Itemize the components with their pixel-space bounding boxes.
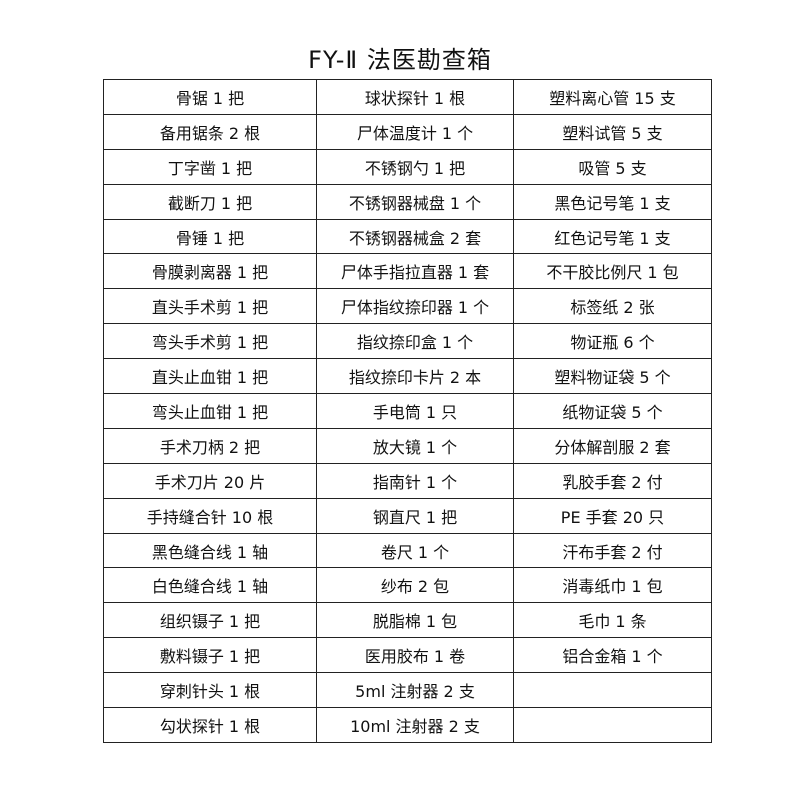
table-row: 直头手术剪 1 把尸体指纹捺印器 1 个标签纸 2 张 — [103, 288, 712, 325]
table-cell: 10ml 注射器 2 支 — [316, 707, 514, 743]
table-cell: 直头手术剪 1 把 — [103, 288, 317, 325]
table-row: 手持缝合针 10 根钢直尺 1 把 PE 手套 20 只 — [103, 497, 712, 534]
table-cell: 穿刺针头 1 根 — [103, 672, 317, 709]
table-cell: 丁字凿 1 把 — [103, 148, 317, 185]
table-cell: 医用胶布 1 卷 — [316, 637, 514, 674]
table-cell: 塑料物证袋 5 个 — [513, 358, 712, 395]
table-cell: 球状探针 1 根 — [316, 79, 514, 115]
table-cell: 不锈钢器械盒 2 套 — [316, 218, 514, 255]
table-cell: 手持缝合针 10 根 — [103, 497, 317, 534]
table-cell: 塑料离心管 15 支 — [513, 79, 712, 115]
table-cell: 脱脂棉 1 包 — [316, 602, 514, 639]
table-row: 手术刀片 20 片指南针 1 个乳胶手套 2 付 — [103, 462, 712, 499]
table-row: 手术刀柄 2 把放大镜 1 个分体解剖服 2 套 — [103, 427, 712, 464]
table-cell: 黑色记号笔 1 支 — [513, 183, 712, 220]
table-cell: 指纹捺印卡片 2 本 — [316, 358, 514, 395]
table-cell: 钢直尺 1 把 — [316, 497, 514, 534]
table-cell: 截断刀 1 把 — [103, 183, 317, 220]
table-row: 敷料镊子 1 把医用胶布 1 卷铝合金箱 1 个 — [103, 637, 712, 674]
table-cell: 白色缝合线 1 轴 — [103, 567, 317, 604]
equipment-list-table: 骨锯 1 把球状探针 1 根塑料离心管 15 支备用锯条 2 根尸体温度计 1 … — [103, 79, 712, 743]
table-cell: 乳胶手套 2 付 — [513, 462, 712, 499]
table-cell: 尸体指纹捺印器 1 个 — [316, 288, 514, 325]
table-cell: 骨锤 1 把 — [103, 218, 317, 255]
table-row: 骨锤 1 把不锈钢器械盒 2 套红色记号笔 1 支 — [103, 218, 712, 255]
table-cell: 消毒纸巾 1 包 — [513, 567, 712, 604]
table-cell: 纸物证袋 5 个 — [513, 393, 712, 429]
table-cell: 塑料试管 5 支 — [513, 113, 712, 150]
table-cell: 5ml 注射器 2 支 — [316, 672, 514, 709]
table-cell — [513, 707, 712, 743]
table-cell: 手术刀柄 2 把 — [103, 427, 317, 464]
table-cell: 红色记号笔 1 支 — [513, 218, 712, 255]
table-row: 骨膜剥离器 1 把尸体手指拉直器 1 套不干胶比例尺 1 包 — [103, 253, 712, 290]
table-row: 组织镊子 1 把脱脂棉 1 包毛巾 1 条 — [103, 602, 712, 639]
table-row: 弯头止血钳 1 把手电筒 1 只纸物证袋 5 个 — [103, 393, 712, 429]
table-row: 备用锯条 2 根尸体温度计 1 个塑料试管 5 支 — [103, 113, 712, 150]
table-cell: 备用锯条 2 根 — [103, 113, 317, 150]
table-cell: 放大镜 1 个 — [316, 427, 514, 464]
document-title: FY-Ⅱ 法医勘查箱 — [308, 46, 492, 74]
table-row: 黑色缝合线 1 轴卷尺 1 个汗布手套 2 付 — [103, 532, 712, 569]
table-row: 穿刺针头 1 根 5ml 注射器 2 支 — [103, 672, 712, 709]
table-cell: 汗布手套 2 付 — [513, 532, 712, 569]
table-cell — [513, 672, 712, 709]
table-row: 直头止血钳 1 把指纹捺印卡片 2 本塑料物证袋 5 个 — [103, 358, 712, 395]
table-cell: 纱布 2 包 — [316, 567, 514, 604]
table-cell: 尸体温度计 1 个 — [316, 113, 514, 150]
table-cell: 勾状探针 1 根 — [103, 707, 317, 743]
table-cell: 物证瓶 6 个 — [513, 323, 712, 360]
table-cell: 弯头止血钳 1 把 — [103, 393, 317, 429]
table-cell: 手术刀片 20 片 — [103, 462, 317, 499]
table-cell: 骨锯 1 把 — [103, 79, 317, 115]
table-cell: 尸体手指拉直器 1 套 — [316, 253, 514, 290]
table-cell: 铝合金箱 1 个 — [513, 637, 712, 674]
table-cell: 标签纸 2 张 — [513, 288, 712, 325]
table-cell: 手电筒 1 只 — [316, 393, 514, 429]
table-row: 骨锯 1 把球状探针 1 根塑料离心管 15 支 — [103, 79, 712, 115]
table-cell: 卷尺 1 个 — [316, 532, 514, 569]
table-cell: 骨膜剥离器 1 把 — [103, 253, 317, 290]
table-cell: 不锈钢器械盘 1 个 — [316, 183, 514, 220]
table-cell: 指纹捺印盒 1 个 — [316, 323, 514, 360]
table-cell: PE 手套 20 只 — [513, 497, 712, 534]
table-cell: 敷料镊子 1 把 — [103, 637, 317, 674]
table-cell: 弯头手术剪 1 把 — [103, 323, 317, 360]
table-cell: 不干胶比例尺 1 包 — [513, 253, 712, 290]
table-cell: 直头止血钳 1 把 — [103, 358, 317, 395]
table-row: 截断刀 1 把不锈钢器械盘 1 个黑色记号笔 1 支 — [103, 183, 712, 220]
table-cell: 吸管 5 支 — [513, 148, 712, 185]
table-cell: 毛巾 1 条 — [513, 602, 712, 639]
table-cell: 分体解剖服 2 套 — [513, 427, 712, 464]
table-cell: 黑色缝合线 1 轴 — [103, 532, 317, 569]
table-row: 白色缝合线 1 轴纱布 2 包消毒纸巾 1 包 — [103, 567, 712, 604]
table-cell: 不锈钢勺 1 把 — [316, 148, 514, 185]
table-row: 勾状探针 1 根 10ml 注射器 2 支 — [103, 707, 712, 743]
table-row: 丁字凿 1 把不锈钢勺 1 把吸管 5 支 — [103, 148, 712, 185]
table-cell: 组织镊子 1 把 — [103, 602, 317, 639]
table-cell: 指南针 1 个 — [316, 462, 514, 499]
table-row: 弯头手术剪 1 把指纹捺印盒 1 个物证瓶 6 个 — [103, 323, 712, 360]
